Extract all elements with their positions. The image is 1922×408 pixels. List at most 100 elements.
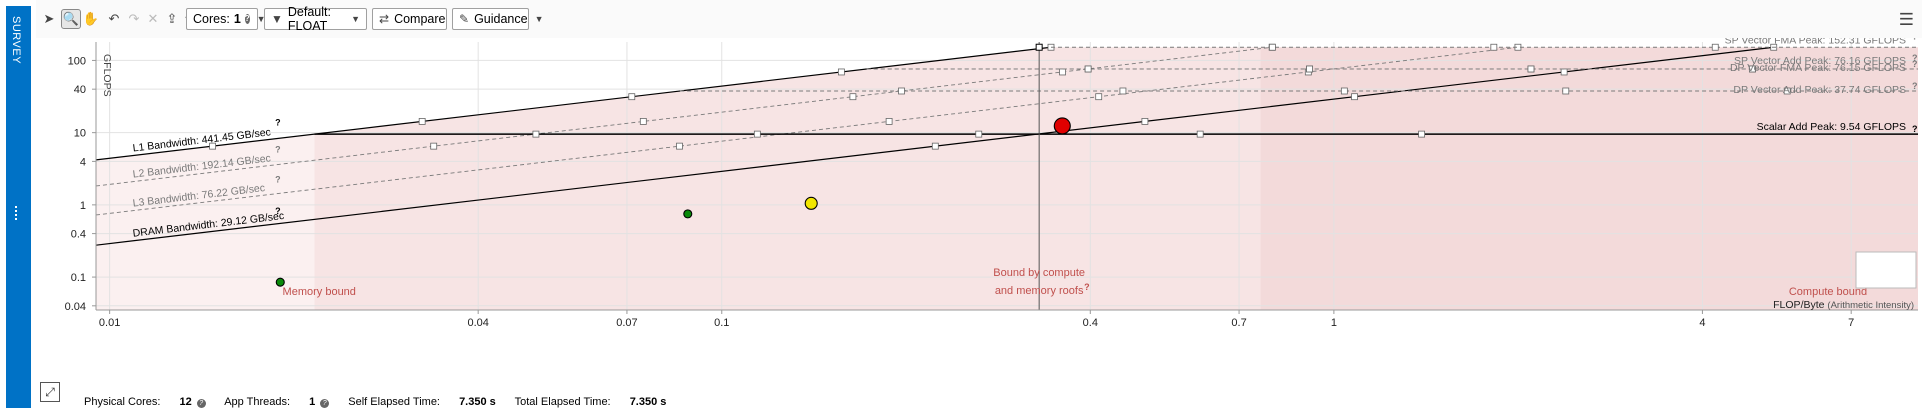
y-tick-label: 4 — [80, 156, 86, 168]
status-bar: Physical Cores: 12? App Threads: 1? Self… — [84, 396, 682, 408]
roofline-panel: ➤ 🔍 ✋ ↶ ↷ ✕ ⇪ ▼ Cores: 1 ? ▼ ▼ Default: … — [36, 0, 1922, 408]
loop-dot — [275, 277, 285, 287]
roof-marker — [1748, 65, 1756, 73]
filter-dropdown[interactable]: ▼ Default: FLOAT ▼ — [264, 5, 367, 33]
guidance-label: Guidance — [474, 12, 528, 26]
x-tick-label: 0.04 — [467, 317, 488, 329]
roof-marker — [1306, 65, 1313, 73]
roof-marker — [1141, 118, 1149, 125]
roof-marker — [1269, 43, 1276, 51]
roof-marker — [532, 130, 540, 138]
help-icon[interactable]: ? — [196, 399, 206, 408]
menu-icon[interactable]: ☰ — [1898, 10, 1914, 29]
memory-roof-line — [95, 46, 1518, 216]
resize-grip-icon[interactable] — [15, 206, 23, 220]
y-tick-label: 40 — [74, 84, 86, 96]
roof-marker — [1560, 68, 1568, 76]
cores-value: 1 — [233, 12, 241, 26]
roofline-chart[interactable]: 0.04 0.1 0.4 1 4 10 40 100 0.01 0.04 0.07 0.1 0.4 0.7… — [36, 31, 1922, 376]
compute-bound-label: Compute bound — [1789, 286, 1867, 298]
help-icon[interactable]: ? — [244, 14, 250, 24]
ridge-marker — [1035, 43, 1043, 51]
above-roof-area — [96, 42, 1918, 160]
y-tick-label: 0.1 — [71, 272, 86, 284]
chevron-down-icon: ▼ — [351, 14, 360, 24]
reset-zoom-icon[interactable]: ✕ — [147, 11, 159, 26]
expand-icon[interactable]: ⤢ — [40, 382, 60, 402]
self-elapsed: Self Elapsed Time: 7.350 s — [348, 396, 495, 408]
self-elapsed-value: 7.350 s — [459, 396, 496, 408]
roof-marker — [1095, 93, 1103, 101]
x-tick-label: 0.1 — [714, 317, 729, 329]
help-mark: ? — [1084, 282, 1090, 292]
app-threads-label: App Threads: — [224, 396, 291, 408]
loop-dot — [804, 196, 818, 210]
physical-cores-value: 12 — [179, 396, 192, 408]
pointer-tool-icon[interactable]: ➤ — [43, 11, 55, 26]
x-axis-label: FLOP/Byte (Arithmetic Intensity) — [1773, 299, 1914, 311]
toolbar: ➤ 🔍 ✋ ↶ ↷ ✕ ⇪ ▼ Cores: 1 ? ▼ ▼ Default: … — [36, 0, 1922, 38]
compare-dropdown[interactable]: ⇄ Compare ▼ — [372, 8, 461, 30]
undo-icon[interactable]: ↶ — [108, 11, 120, 26]
compute-roof-label: SP Vector FMA Peak: 152.31 GFLOPS — [1725, 38, 1906, 46]
roof-marker — [1084, 65, 1092, 73]
app-threads: App Threads: 1? — [224, 396, 330, 408]
x-tick-label: 0.4 — [1083, 317, 1098, 329]
mixed-bound-label-1: Bound by compute — [993, 267, 1085, 279]
roof-marker — [1783, 87, 1791, 95]
roof-marker — [1418, 130, 1426, 138]
total-elapsed-label: Total Elapsed Time: — [514, 396, 611, 408]
total-elapsed: Total Elapsed Time: 7.350 s — [515, 396, 667, 408]
compute-roof-label: DP Vector Add Peak: 37.74 GFLOPS — [1733, 84, 1906, 96]
roof-marker — [1196, 130, 1204, 138]
roof-marker — [1340, 87, 1348, 95]
roof-marker — [898, 87, 905, 95]
filter-icon: ▼ — [271, 12, 283, 26]
memory-roof-line — [95, 46, 1273, 187]
memory-roof-line — [95, 46, 1052, 161]
pan-hand-icon[interactable]: ✋ — [82, 11, 100, 26]
help-mark: ? — [1912, 81, 1918, 91]
x-tick-label: 7 — [1848, 317, 1854, 329]
survey-tab-label: SURVEY — [10, 16, 22, 65]
help-mark: ? — [275, 175, 281, 185]
compare-label: Compare — [394, 12, 446, 26]
roof-marker — [418, 118, 426, 125]
roof-marker — [837, 68, 845, 76]
redo-icon[interactable]: ↷ — [128, 11, 140, 26]
guidance-dropdown[interactable]: ✎ Guidance ▼ — [452, 8, 544, 30]
roof-marker — [1711, 43, 1719, 51]
compute-roof-label: Scalar Add Peak: 9.54 GFLOPS — [1757, 121, 1906, 133]
compare-icon: ⇄ — [379, 12, 390, 26]
survey-side-tab[interactable]: SURVEY — [6, 6, 31, 408]
roof-marker — [628, 93, 636, 101]
help-mark: ? — [275, 118, 281, 128]
y-axis-label: GFLOPS — [101, 54, 113, 97]
roof-marker — [639, 118, 647, 125]
compute-roof-label: DP Vector FMA Peak: 76.15 GFLOPS — [1730, 62, 1906, 74]
y-tick-label: 100 — [68, 55, 86, 67]
roof-marker — [1527, 65, 1535, 73]
x-tick-label: 0.7 — [1231, 317, 1246, 329]
x-tick-label: 1 — [1331, 317, 1337, 329]
roof-marker — [975, 130, 983, 138]
overview-thumbnail — [1855, 251, 1917, 289]
help-mark: ? — [275, 145, 281, 155]
physical-cores-label: Physical Cores: — [84, 396, 161, 408]
roof-marker — [849, 93, 857, 101]
total-elapsed-value: 7.350 s — [629, 396, 667, 408]
compute-roof-label: SP Vector Add Peak: 76.16 GFLOPS — [1734, 55, 1906, 67]
y-tick-label: 1 — [80, 200, 86, 212]
roof-marker — [1351, 93, 1358, 101]
chevron-down-icon: ▼ — [534, 14, 544, 24]
zoom-tool-icon[interactable]: 🔍 — [61, 9, 81, 29]
y-tick-label: 0.4 — [71, 229, 86, 241]
x-tick-label: 0.07 — [616, 317, 637, 329]
export-icon[interactable]: ⇪ — [166, 11, 178, 26]
help-icon[interactable]: ? — [320, 399, 330, 408]
roof-marker — [885, 118, 893, 125]
y-tick-label: 10 — [74, 128, 86, 140]
roof-marker — [430, 142, 438, 150]
roofline-chart-svg[interactable]: 0.04 0.1 0.4 1 4 10 40 100 0.01 0.04 0.07 0.1 0.4 0.7… — [36, 31, 1922, 376]
cores-dropdown[interactable]: Cores: 1 ? ▼ — [186, 8, 266, 30]
